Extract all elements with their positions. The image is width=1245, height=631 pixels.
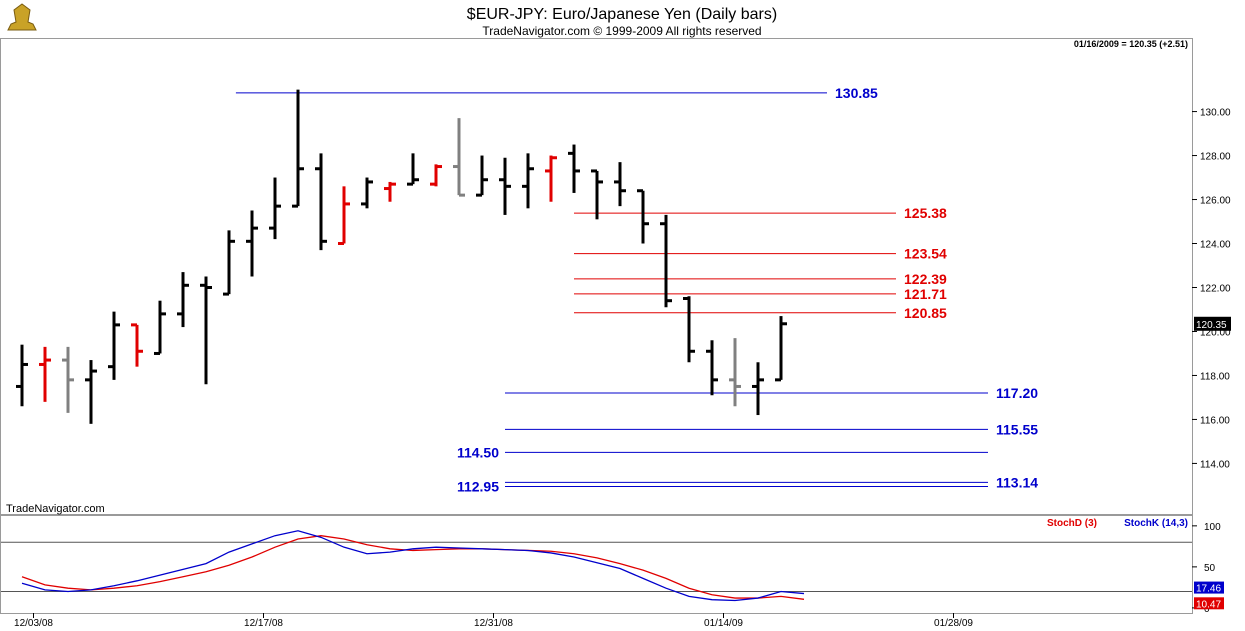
level-label: 117.20 bbox=[996, 385, 1038, 401]
level-label: 115.55 bbox=[996, 421, 1038, 437]
level-label: 123.54 bbox=[904, 246, 947, 262]
level-label: 114.50 bbox=[457, 444, 499, 460]
stochk-value-tag bbox=[1194, 581, 1224, 594]
ohlc-bars bbox=[16, 89, 787, 424]
price-tick-label: 124.00 bbox=[1200, 240, 1231, 251]
logo-icon bbox=[7, 3, 37, 31]
stochd-value-tag bbox=[1194, 597, 1224, 610]
legend-stochk: StochK (14,3) bbox=[1124, 518, 1188, 529]
legend-stochd: StochD (3) bbox=[1047, 518, 1097, 529]
stochk-value-label: 17.46 bbox=[1196, 584, 1221, 595]
date-tick-label: 12/03/08 bbox=[14, 618, 53, 629]
price-tick-label: 128.00 bbox=[1200, 152, 1231, 163]
level-label: 121.71 bbox=[904, 286, 947, 302]
price-tick-label: 126.00 bbox=[1200, 196, 1231, 207]
last-price-label: 120.35 bbox=[1196, 320, 1227, 331]
level-label: 113.14 bbox=[996, 474, 1038, 490]
price-panel bbox=[0, 38, 1193, 515]
stochd-value-label: 10.47 bbox=[1196, 599, 1221, 610]
stoch-series-line bbox=[21, 530, 805, 602]
price-tick-label: 116.00 bbox=[1200, 415, 1230, 426]
stoch-tick-label: 100 bbox=[1204, 522, 1221, 533]
date-tick-label: 01/14/09 bbox=[704, 618, 743, 629]
quote-readout: 01/16/2009 = 120.35 (+2.51) bbox=[1074, 39, 1188, 49]
date-tick-label: 01/28/09 bbox=[934, 618, 973, 629]
price-tick-label: 114.00 bbox=[1200, 459, 1230, 470]
stochastic-panel bbox=[0, 515, 1193, 614]
level-label: 112.95 bbox=[457, 479, 499, 495]
price-tick-label: 118.00 bbox=[1200, 371, 1230, 382]
logo-shape bbox=[7, 3, 37, 31]
last-price-tag bbox=[1194, 316, 1231, 331]
stoch-series-line bbox=[21, 535, 805, 600]
price-tick-label: 120.00 bbox=[1200, 327, 1231, 338]
level-label: 130.85 bbox=[835, 85, 878, 101]
stoch-tick-label: 50 bbox=[1204, 563, 1216, 574]
price-tick-label: 122.00 bbox=[1200, 283, 1231, 294]
stochastic-lines: 0 50 100 17.46 10.47 bbox=[1, 522, 1224, 615]
level-label: 125.38 bbox=[904, 205, 947, 221]
price-axis: 114.00 116.00 118.00 120.00 122.00 124.00 126.… bbox=[1192, 108, 1231, 470]
price-tick-label: 130.00 bbox=[1200, 108, 1231, 119]
stoch-tick-label: 0 bbox=[1204, 604, 1210, 615]
date-tick-label: 12/31/08 bbox=[474, 618, 513, 629]
level-label: 120.85 bbox=[904, 305, 947, 321]
watermark-text: TradeNavigator.com bbox=[6, 503, 105, 515]
copyright-text: TradeNavigator.com © 1999-2009 All right… bbox=[482, 24, 761, 38]
date-tick-label: 12/17/08 bbox=[244, 618, 283, 629]
level-label: 122.39 bbox=[904, 271, 947, 287]
date-axis: 12/03/08 12/17/08 12/31/08 01/14/09 01/28/09 bbox=[14, 613, 973, 629]
chart-title: $EUR-JPY: Euro/Japanese Yen (Daily bars) bbox=[467, 6, 777, 23]
